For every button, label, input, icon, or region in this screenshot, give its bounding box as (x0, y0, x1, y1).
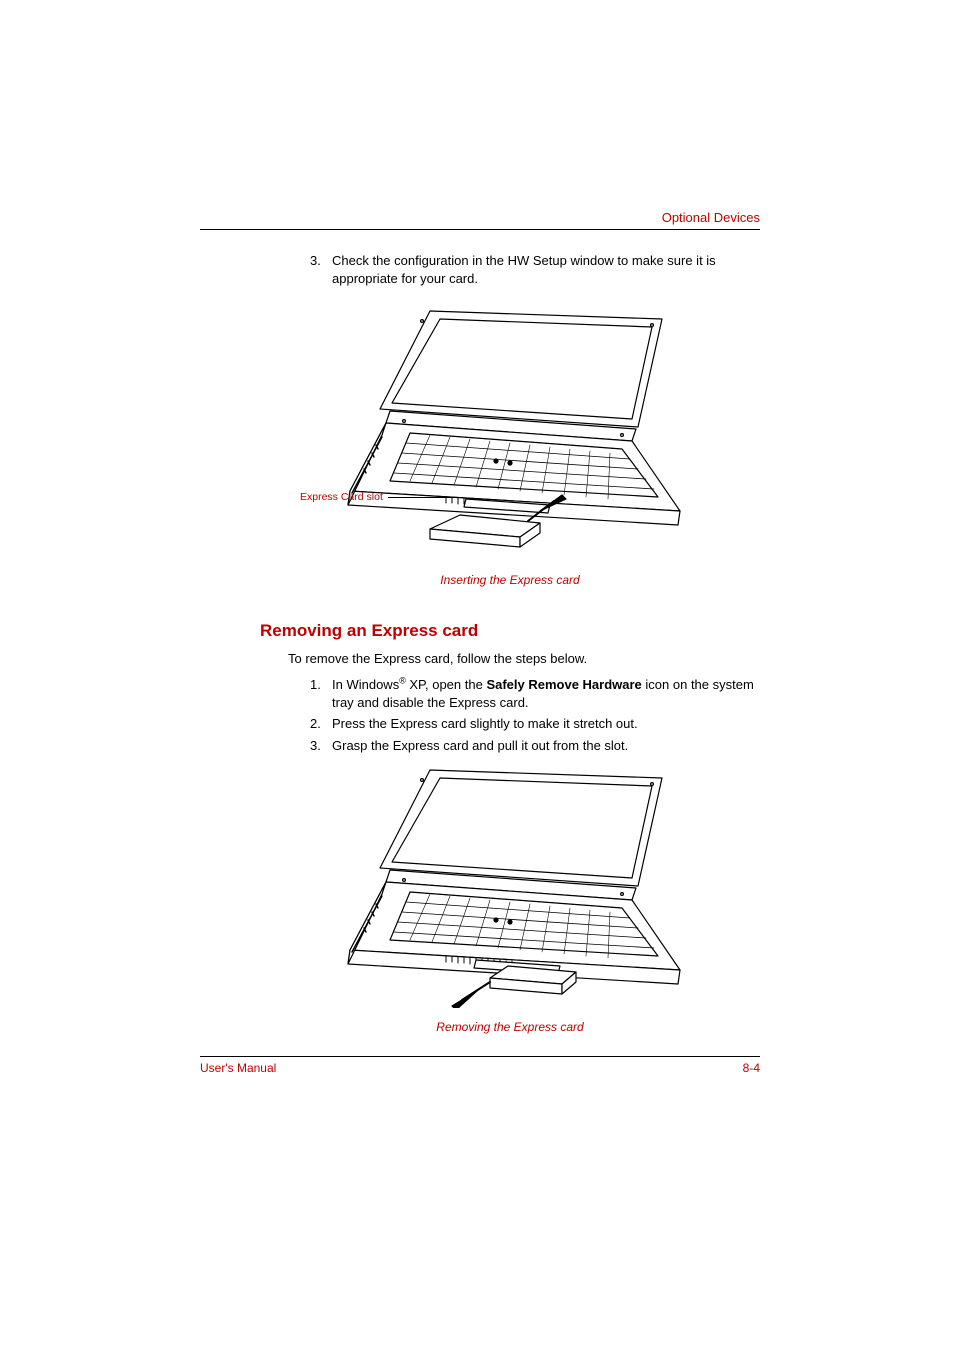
footer: User's Manual 8-4 (200, 1056, 760, 1075)
list-item: 2. Press the Express card slightly to ma… (310, 715, 760, 733)
content-area: Optional Devices 3. Check the configurat… (200, 210, 760, 1034)
page: Optional Devices 3. Check the configurat… (0, 0, 954, 1350)
figure-insert: Express Card slot (200, 301, 760, 587)
section-heading: Removing an Express card (260, 621, 760, 641)
figure-remove: Removing the Express card (200, 768, 760, 1034)
footer-left: User's Manual (200, 1061, 276, 1075)
list-text: In Windows® XP, open the Safely Remove H… (332, 677, 754, 710)
list-text: Check the configuration in the HW Setup … (332, 253, 716, 286)
laptop-remove-icon (260, 768, 760, 1008)
figure-remove-illustration (260, 768, 760, 1008)
top-instruction-list: 3. Check the configuration in the HW Set… (200, 252, 760, 287)
list-item: 3. Check the configuration in the HW Set… (310, 252, 760, 287)
list-item: 3. Grasp the Express card and pull it ou… (310, 737, 760, 755)
list-text: Press the Express card slightly to make … (332, 716, 638, 731)
list-number: 3. (310, 737, 321, 755)
callout-label: Express Card slot (300, 491, 383, 503)
figure-caption: Removing the Express card (260, 1020, 760, 1034)
footer-right: 8-4 (743, 1061, 760, 1075)
figure-insert-illustration: Express Card slot (260, 301, 760, 561)
list-number: 2. (310, 715, 321, 733)
list-item: 1. In Windows® XP, open the Safely Remov… (310, 676, 760, 711)
list-number: 3. (310, 252, 321, 270)
figure-caption: Inserting the Express card (260, 573, 760, 587)
callout-line (388, 497, 463, 498)
list-number: 1. (310, 676, 321, 694)
header-section-title: Optional Devices (200, 210, 760, 230)
section-intro: To remove the Express card, follow the s… (288, 651, 760, 666)
steps-list: 1. In Windows® XP, open the Safely Remov… (200, 676, 760, 754)
laptop-insert-icon (260, 301, 760, 561)
list-text: Grasp the Express card and pull it out f… (332, 738, 628, 753)
